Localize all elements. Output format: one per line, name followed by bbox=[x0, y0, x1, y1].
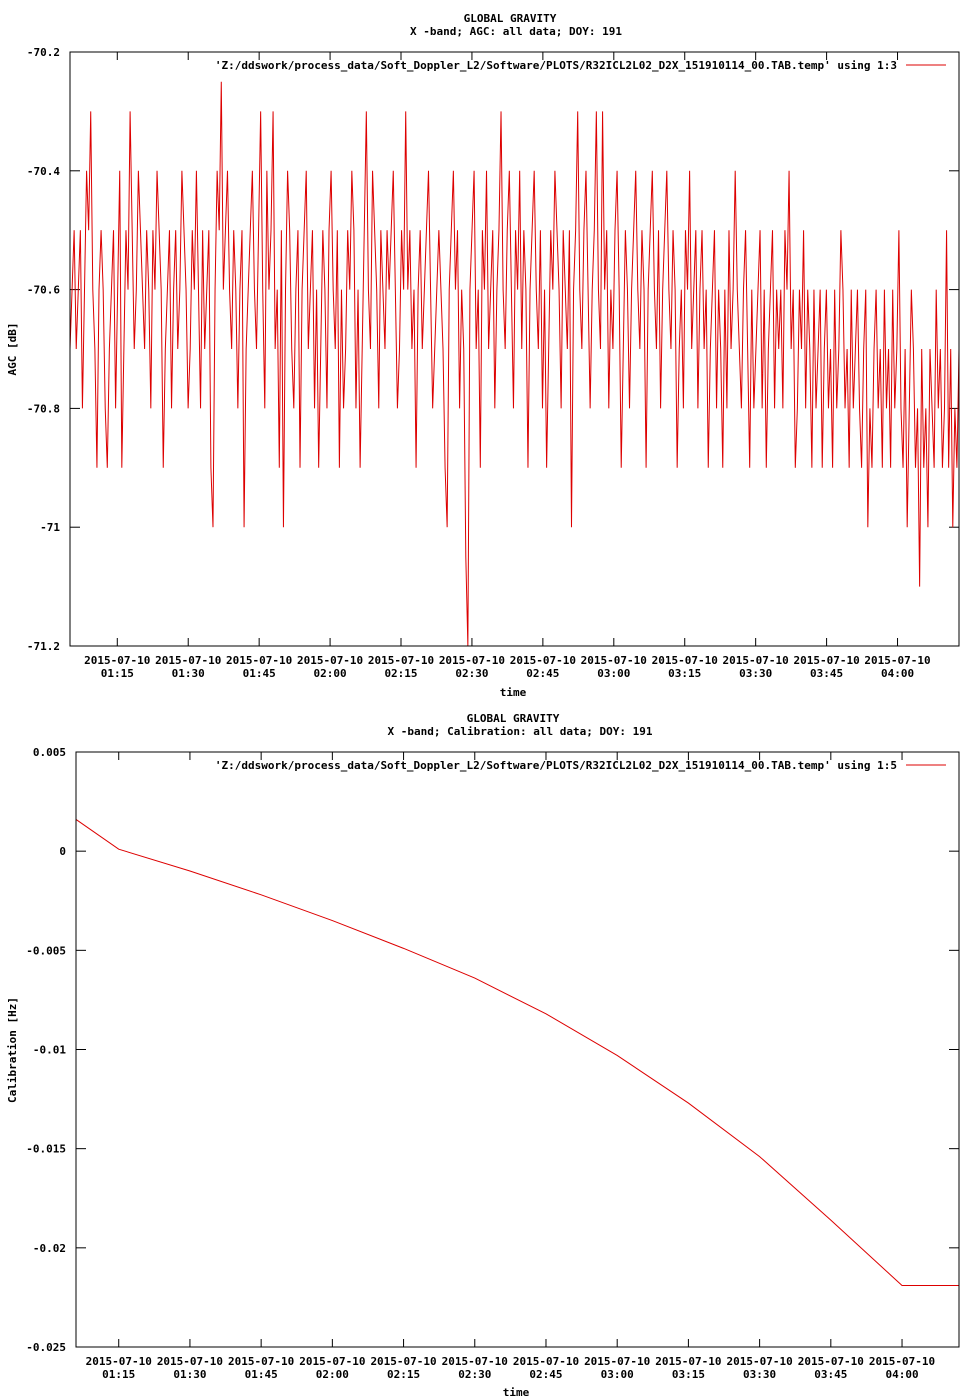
agc-y-axis-label: AGC [dB] bbox=[6, 323, 19, 376]
cal-y-tick-label: -0.01 bbox=[33, 1044, 66, 1057]
cal-x-tick-label-date: 2015-07-10 bbox=[157, 1355, 223, 1368]
calibration-chart: GLOBAL GRAVITY X -band; Calibration: all… bbox=[6, 712, 960, 1399]
agc-x-tick-label-date: 2015-07-10 bbox=[226, 654, 292, 667]
cal-x-tick-label-date: 2015-07-10 bbox=[869, 1355, 935, 1368]
cal-x-tick-label-time: 02:15 bbox=[387, 1368, 420, 1381]
cal-y-tick-label: -0.025 bbox=[26, 1341, 66, 1354]
cal-y-tick-label: 0.005 bbox=[33, 746, 66, 759]
cal-x-axis-label: time bbox=[503, 1386, 530, 1399]
cal-y-tick-label: -0.005 bbox=[26, 944, 66, 957]
agc-x-tick-label-time: 03:00 bbox=[597, 667, 630, 680]
cal-plot-frame bbox=[75, 751, 960, 1348]
agc-tick-layer: -70.2-70.4-70.6-70.8-71-71.22015-07-1001… bbox=[27, 46, 959, 680]
agc-x-tick-label-time: 04:00 bbox=[881, 667, 914, 680]
agc-x-tick-label-date: 2015-07-10 bbox=[793, 654, 859, 667]
agc-x-axis-label: time bbox=[500, 686, 527, 699]
agc-x-tick-label-date: 2015-07-10 bbox=[581, 654, 647, 667]
cal-series-line bbox=[75, 819, 959, 1287]
cal-x-tick-label-time: 02:45 bbox=[529, 1368, 562, 1381]
agc-x-tick-label-time: 02:15 bbox=[384, 667, 417, 680]
cal-x-tick-label-time: 03:30 bbox=[743, 1368, 776, 1381]
cal-y-axis-label: Calibration [Hz] bbox=[6, 997, 19, 1103]
agc-y-tick-label: -71 bbox=[40, 521, 60, 534]
agc-x-tick-label-date: 2015-07-10 bbox=[155, 654, 221, 667]
cal-x-tick-label-date: 2015-07-10 bbox=[798, 1355, 864, 1368]
cal-x-tick-label-date: 2015-07-10 bbox=[655, 1355, 721, 1368]
agc-chart: GLOBAL GRAVITY X -band; AGC: all data; D… bbox=[6, 12, 960, 699]
cal-series-layer bbox=[75, 819, 959, 1287]
agc-x-tick-label-date: 2015-07-10 bbox=[510, 654, 576, 667]
agc-x-tick-label-time: 01:45 bbox=[243, 667, 276, 680]
agc-x-tick-label-date: 2015-07-10 bbox=[652, 654, 718, 667]
agc-chart-title: GLOBAL GRAVITY bbox=[464, 12, 557, 25]
agc-x-tick-label-time: 01:15 bbox=[101, 667, 134, 680]
agc-x-tick-label-time: 03:15 bbox=[668, 667, 701, 680]
cal-x-tick-label-date: 2015-07-10 bbox=[584, 1355, 650, 1368]
agc-x-tick-label-time: 03:30 bbox=[739, 667, 772, 680]
cal-x-tick-label-date: 2015-07-10 bbox=[442, 1355, 508, 1368]
agc-x-tick-label-date: 2015-07-10 bbox=[297, 654, 363, 667]
cal-x-tick-label-time: 01:30 bbox=[173, 1368, 206, 1381]
cal-y-tick-label: -0.02 bbox=[33, 1242, 66, 1255]
agc-y-tick-label: -70.8 bbox=[27, 402, 60, 415]
agc-x-tick-label-time: 02:30 bbox=[455, 667, 488, 680]
cal-x-tick-label-date: 2015-07-10 bbox=[228, 1355, 294, 1368]
cal-x-tick-label-time: 03:45 bbox=[814, 1368, 847, 1381]
cal-y-tick-label: 0 bbox=[59, 845, 66, 858]
cal-x-tick-label-time: 02:00 bbox=[316, 1368, 349, 1381]
cal-x-tick-label-date: 2015-07-10 bbox=[370, 1355, 436, 1368]
agc-x-tick-label-date: 2015-07-10 bbox=[439, 654, 505, 667]
cal-x-tick-label-time: 01:15 bbox=[102, 1368, 135, 1381]
cal-x-tick-label-time: 03:15 bbox=[672, 1368, 705, 1381]
agc-y-tick-label: -70.4 bbox=[27, 165, 60, 178]
cal-x-tick-label-date: 2015-07-10 bbox=[513, 1355, 579, 1368]
agc-x-tick-label-date: 2015-07-10 bbox=[864, 654, 930, 667]
cal-chart-subtitle: X -band; Calibration: all data; DOY: 191 bbox=[388, 725, 653, 738]
agc-x-tick-label-time: 01:30 bbox=[172, 667, 205, 680]
cal-legend-label: 'Z:/ddswork/process_data/Soft_Doppler_L2… bbox=[215, 759, 897, 772]
cal-x-tick-label-time: 04:00 bbox=[885, 1368, 918, 1381]
agc-y-tick-label: -70.2 bbox=[27, 46, 60, 59]
agc-x-tick-label-time: 02:00 bbox=[314, 667, 347, 680]
cal-tick-layer: 0.005 0 -0.005 -0.01 -0.015 -0.02 -0.025 2015-0… bbox=[26, 746, 959, 1381]
agc-series-layer bbox=[69, 81, 960, 647]
cal-x-tick-label-time: 01:45 bbox=[245, 1368, 278, 1381]
agc-y-tick-label: -71.2 bbox=[27, 640, 60, 653]
cal-x-tick-label-date: 2015-07-10 bbox=[86, 1355, 152, 1368]
agc-plot-frame bbox=[69, 51, 960, 647]
agc-y-tick-label: -70.6 bbox=[27, 284, 60, 297]
cal-y-tick-label: -0.015 bbox=[26, 1143, 66, 1156]
agc-x-tick-label-time: 02:45 bbox=[526, 667, 559, 680]
agc-x-tick-label-date: 2015-07-10 bbox=[84, 654, 150, 667]
agc-x-tick-label-date: 2015-07-10 bbox=[368, 654, 434, 667]
cal-x-tick-label-date: 2015-07-10 bbox=[299, 1355, 365, 1368]
cal-chart-title: GLOBAL GRAVITY bbox=[467, 712, 560, 725]
agc-chart-subtitle: X -band; AGC: all data; DOY: 191 bbox=[410, 25, 622, 38]
cal-x-tick-label-date: 2015-07-10 bbox=[726, 1355, 792, 1368]
agc-x-tick-label-time: 03:45 bbox=[810, 667, 843, 680]
agc-x-tick-label-date: 2015-07-10 bbox=[723, 654, 789, 667]
agc-legend-label: 'Z:/ddswork/process_data/Soft_Doppler_L2… bbox=[215, 59, 897, 72]
agc-series-line bbox=[69, 81, 960, 647]
cal-x-tick-label-time: 02:30 bbox=[458, 1368, 491, 1381]
cal-x-tick-label-time: 03:00 bbox=[601, 1368, 634, 1381]
